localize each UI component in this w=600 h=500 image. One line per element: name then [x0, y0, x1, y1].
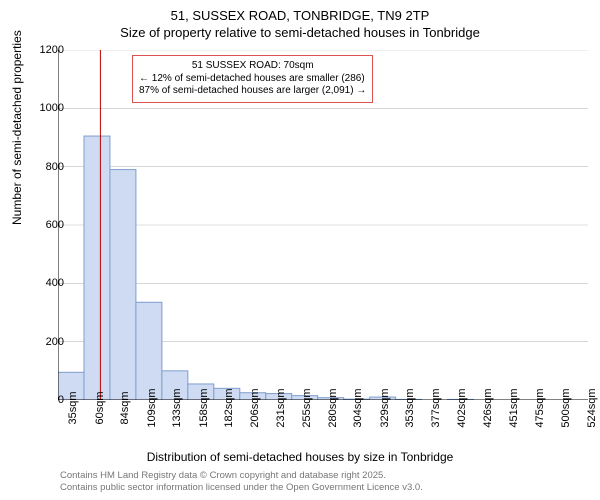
x-tick-label: 109sqm [146, 388, 158, 427]
x-tick-label: 255sqm [301, 388, 313, 427]
y-tick-label: 800 [46, 161, 64, 173]
x-tick-label: 353sqm [404, 388, 416, 427]
x-tick-label: 329sqm [379, 388, 391, 427]
x-tick-label: 280sqm [327, 388, 339, 427]
x-tick-label: 182sqm [223, 388, 235, 427]
histogram-bars [58, 136, 474, 400]
x-tick-label: 524sqm [586, 388, 598, 427]
x-tick-label: 133sqm [171, 388, 183, 427]
attribution-line2: Contains public sector information licen… [60, 482, 423, 494]
x-tick-label: 35sqm [67, 391, 79, 424]
x-tick-label: 402sqm [456, 388, 468, 427]
x-tick-label: 231sqm [275, 388, 287, 427]
histogram-bar [136, 302, 162, 400]
annotation-line2: ← 12% of semi-detached houses are smalle… [139, 73, 366, 86]
y-tick-label: 1000 [40, 102, 64, 114]
title-main: 51, SUSSEX ROAD, TONBRIDGE, TN9 2TP [0, 0, 600, 23]
y-tick-label: 600 [46, 219, 64, 231]
y-tick-label: 0 [58, 394, 64, 406]
attribution-text: Contains HM Land Registry data © Crown c… [60, 470, 423, 494]
x-tick-label: 158sqm [198, 388, 210, 427]
attribution-line1: Contains HM Land Registry data © Crown c… [60, 470, 423, 482]
y-tick-label: 200 [46, 336, 64, 348]
histogram-bar [110, 170, 136, 400]
chart-container: 51, SUSSEX ROAD, TONBRIDGE, TN9 2TP Size… [0, 0, 600, 500]
title-sub: Size of property relative to semi-detach… [0, 23, 600, 40]
plot-area: 51 SUSSEX ROAD: 70sqm ← 12% of semi-deta… [58, 50, 588, 400]
x-tick-label: 84sqm [119, 391, 131, 424]
x-tick-label: 451sqm [508, 388, 520, 427]
annotation-line3: 87% of semi-detached houses are larger (… [139, 85, 366, 98]
y-tick-label: 400 [46, 277, 64, 289]
x-tick-label: 304sqm [352, 388, 364, 427]
annotation-callout: 51 SUSSEX ROAD: 70sqm ← 12% of semi-deta… [132, 55, 373, 103]
plot-svg [58, 50, 588, 400]
x-tick-label: 206sqm [249, 388, 261, 427]
y-tick-label: 1200 [40, 44, 64, 56]
histogram-bar [84, 136, 110, 400]
x-tick-label: 500sqm [560, 388, 572, 427]
y-axis-label: Number of semi-detached properties [10, 30, 24, 225]
x-tick-label: 60sqm [94, 391, 106, 424]
x-tick-label: 475sqm [534, 388, 546, 427]
x-axis-label: Distribution of semi-detached houses by … [0, 450, 600, 464]
x-tick-label: 377sqm [430, 388, 442, 427]
annotation-line1: 51 SUSSEX ROAD: 70sqm [139, 60, 366, 73]
x-tick-label: 426sqm [482, 388, 494, 427]
